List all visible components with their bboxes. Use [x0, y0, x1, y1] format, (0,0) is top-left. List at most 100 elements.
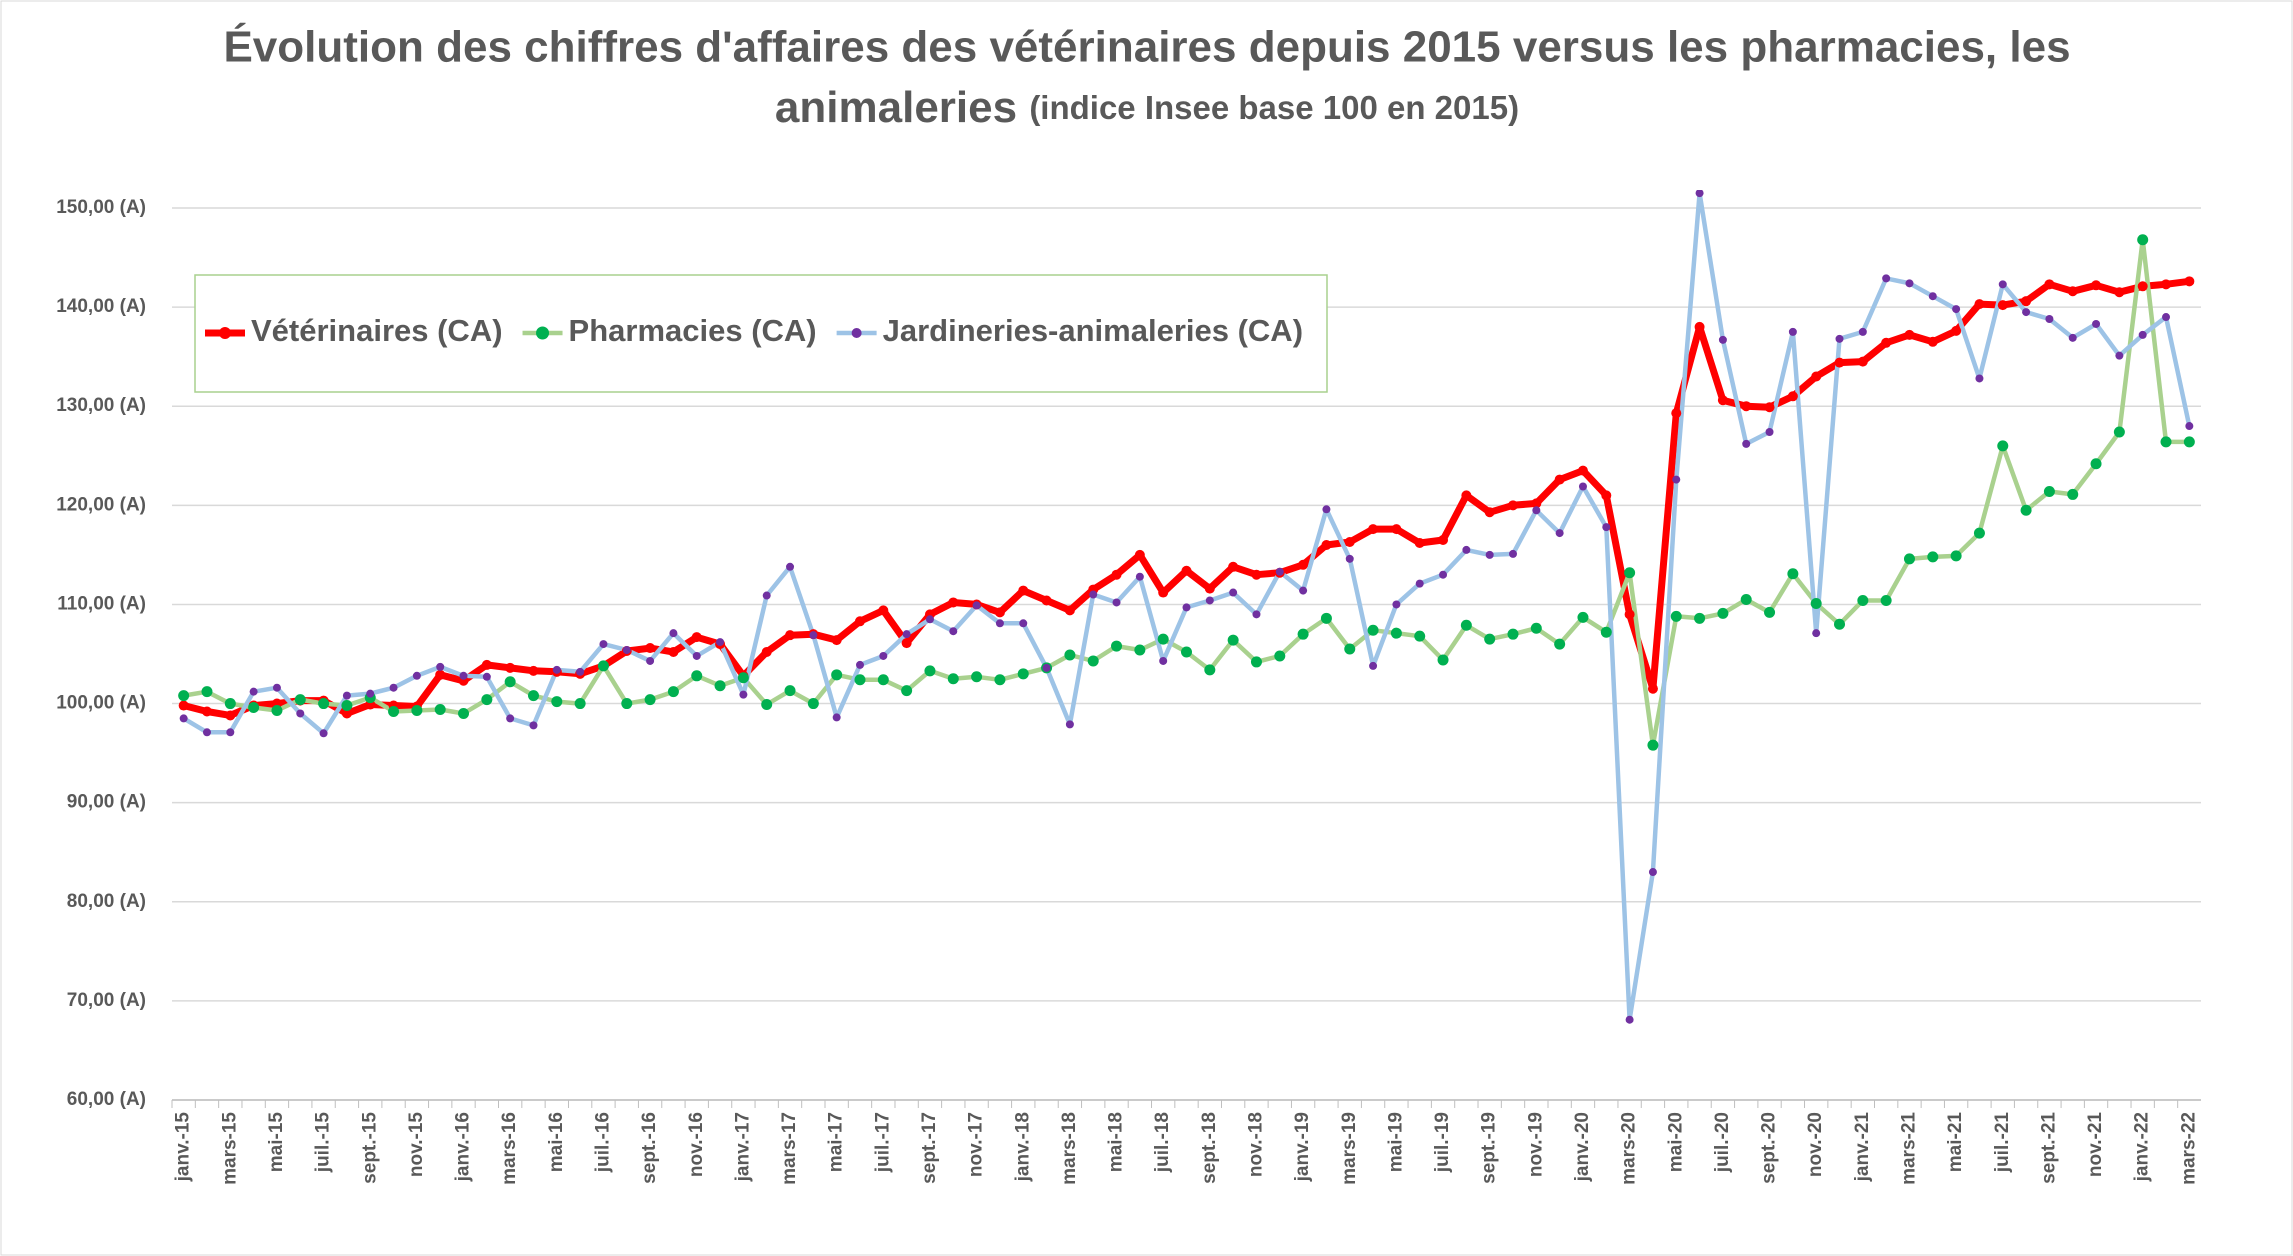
legend-marker [851, 328, 862, 338]
data-point [1904, 329, 1915, 340]
data-point [1742, 439, 1751, 448]
data-point [1111, 569, 1122, 580]
data-point [1321, 539, 1332, 550]
y-tick-label: 120,00 (A) [56, 494, 146, 515]
legend-label: Jardineries-animaleries (CA) [883, 313, 1303, 348]
plot-area [178, 190, 2195, 1024]
data-point [2161, 279, 2172, 290]
data-point [1811, 371, 1822, 382]
data-point [1017, 668, 1029, 680]
data-point [1882, 274, 1891, 283]
data-point [1531, 498, 1542, 509]
data-point [2090, 458, 2102, 470]
data-point [2045, 315, 2054, 324]
data-point [947, 673, 959, 685]
data-point [506, 714, 515, 723]
data-point [1461, 490, 1472, 501]
x-tick-label: nov.-19 [1525, 1112, 1546, 1177]
data-point [1554, 638, 1566, 650]
data-point [1647, 683, 1658, 694]
data-point [668, 647, 679, 658]
data-point [226, 728, 235, 737]
data-point [1554, 474, 1565, 485]
data-point [1297, 628, 1309, 640]
x-tick-label: mars-19 [1339, 1112, 1360, 1185]
data-point [1367, 624, 1379, 636]
data-point [1624, 567, 1636, 579]
data-point [436, 662, 445, 671]
data-point [225, 710, 236, 721]
x-tick-label: juil.-15 [313, 1112, 334, 1174]
data-point [528, 665, 539, 676]
data-point [179, 714, 188, 723]
data-point [2067, 488, 2079, 500]
x-tick-label: sept.-21 [2038, 1112, 2059, 1184]
x-tick-label: mars-22 [2178, 1112, 2199, 1185]
x-tick-label: mars-16 [499, 1112, 520, 1185]
data-point [1205, 596, 1214, 605]
data-point [2092, 319, 2101, 328]
data-point [552, 665, 561, 674]
data-point [574, 698, 586, 710]
data-point [1671, 408, 1682, 419]
data-point [1905, 279, 1914, 288]
data-point [1204, 664, 1216, 676]
x-tick-label: sept.-16 [639, 1112, 660, 1184]
data-point [1019, 619, 1028, 628]
data-point [2022, 308, 2031, 317]
data-point [831, 669, 843, 681]
x-tick-label: mars-17 [779, 1112, 800, 1185]
data-point [1320, 612, 1332, 624]
data-point [831, 635, 842, 646]
x-tick-label: mars-21 [1898, 1112, 1919, 1185]
data-point [366, 689, 375, 698]
data-point [1484, 507, 1495, 518]
data-point [504, 676, 516, 688]
data-point [1181, 646, 1192, 658]
data-point [178, 690, 190, 702]
data-point [1345, 554, 1354, 563]
data-point [1810, 597, 1822, 609]
data-point [2160, 436, 2172, 448]
legend-box [194, 274, 1328, 393]
data-point [1437, 654, 1449, 666]
data-point [667, 686, 679, 698]
data-point [1415, 579, 1424, 588]
data-point [1857, 356, 1868, 367]
data-point [1112, 598, 1121, 607]
data-point [1788, 327, 1797, 336]
data-point [901, 638, 912, 649]
data-point [272, 683, 281, 692]
data-point [1229, 588, 1238, 597]
data-point [202, 728, 211, 737]
data-point [1530, 622, 1542, 634]
data-point [855, 660, 864, 669]
x-tick-label: mai-17 [826, 1112, 847, 1172]
data-point [1577, 465, 1588, 476]
x-tick-label: janv.-18 [1012, 1112, 1033, 1182]
data-point [389, 683, 398, 692]
data-point [1718, 335, 1727, 344]
data-point [807, 698, 819, 710]
data-point [1787, 391, 1798, 402]
data-point [2162, 313, 2171, 322]
data-point [1741, 401, 1752, 412]
data-point [1369, 661, 1378, 670]
data-point [832, 713, 841, 722]
data-point [1438, 535, 1449, 546]
data-point [2185, 422, 2194, 431]
data-point [1997, 440, 2009, 452]
data-point [1835, 334, 1844, 343]
data-point [1041, 595, 1052, 606]
data-point [1251, 569, 1262, 580]
data-point [994, 607, 1005, 618]
x-tick-label: sept.-17 [919, 1112, 940, 1184]
x-tick-label: janv.-20 [1572, 1112, 1593, 1182]
data-point [1274, 650, 1286, 662]
x-tick-label: nov.-16 [686, 1112, 707, 1177]
data-point [481, 659, 492, 670]
x-tick-label: juil.-16 [592, 1112, 613, 1173]
data-point [879, 651, 888, 660]
data-point [342, 691, 351, 700]
data-point [481, 694, 493, 706]
